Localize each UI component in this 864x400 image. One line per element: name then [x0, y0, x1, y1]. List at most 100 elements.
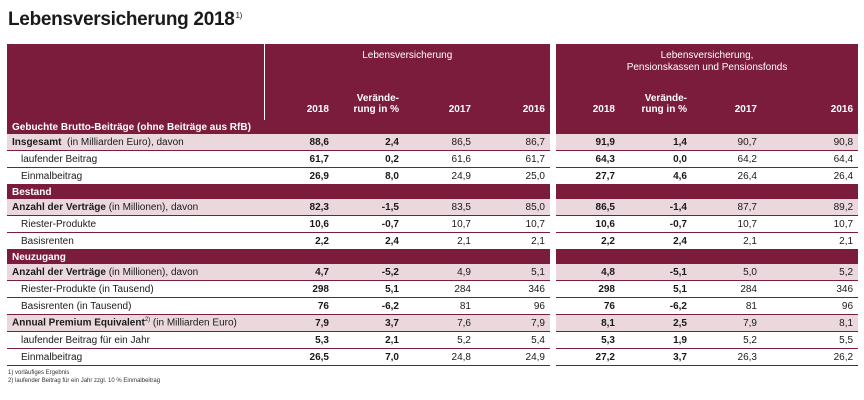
col-header-2018: 2018 — [264, 90, 334, 120]
cell-value: 5,3 — [556, 331, 620, 349]
cell-value: 4,9 — [404, 264, 476, 281]
cell-value: 2,1 — [334, 331, 404, 349]
table-row: laufender Beitrag für ein Jahr 5,3 2,1 5,2 5… — [7, 331, 859, 349]
cell-value: 61,6 — [404, 150, 476, 168]
cell-value: 61,7 — [264, 150, 334, 168]
cell-value: 64,2 — [692, 150, 762, 168]
table-row: Riester-Produkte (in Tausend) 298 5,1 284 34… — [7, 280, 859, 298]
col-header-2017: 2017 — [404, 90, 476, 120]
cell-value: 5,1 — [334, 280, 404, 298]
cell-value: 76 — [556, 297, 620, 315]
cell-value: 8,1 — [556, 314, 620, 332]
table-row: Einmalbeitrag 26,5 7,0 24,8 24,9 27,2 3,7 26,3 2… — [7, 348, 859, 366]
table-row: Anzahl der Verträge (in Millionen), davo… — [7, 264, 859, 281]
cell-value: 86,7 — [476, 134, 550, 151]
cell-value: -5,1 — [620, 264, 692, 281]
cell-value: 2,1 — [404, 232, 476, 250]
col-header-change: Verände-rung in % — [334, 90, 404, 120]
cell-value: 5,5 — [762, 331, 859, 349]
cell-value: 89,2 — [762, 199, 859, 216]
cell-value: 7,9 — [264, 314, 334, 332]
row-label: laufender Beitrag — [7, 150, 264, 168]
cell-value: 7,9 — [692, 314, 762, 332]
table-row: Basisrenten (in Tausend) 76 -6,2 81 96 76 -6,2… — [7, 297, 859, 315]
cell-value: 24,9 — [476, 348, 550, 366]
cell-value: 5,4 — [476, 331, 550, 349]
cell-value: 10,7 — [762, 215, 859, 233]
cell-value: 88,6 — [264, 134, 334, 151]
col-header-change: Verände-rung in % — [620, 90, 692, 120]
cell-value: 90,7 — [692, 134, 762, 151]
cell-value: -5,2 — [334, 264, 404, 281]
cell-value: 5,2 — [692, 331, 762, 349]
row-label: Einmalbeitrag — [7, 348, 264, 366]
cell-value: 2,1 — [692, 232, 762, 250]
row-label: Insgesamt (in Milliarden Euro), davon — [7, 134, 264, 151]
cell-value: 87,7 — [692, 199, 762, 216]
cell-value: 10,7 — [476, 215, 550, 233]
cell-value: 26,9 — [264, 167, 334, 185]
cell-value: 10,7 — [404, 215, 476, 233]
cell-value: 3,7 — [620, 348, 692, 366]
table-row: Riester-Produkte 10,6 -0,7 10,7 10,7 10,6 -0,7… — [7, 215, 859, 233]
cell-value: 2,5 — [620, 314, 692, 332]
header-column-row: 2018 Verände-rung in % 2017 2016 2018 Ve… — [7, 90, 859, 120]
cell-value: 3,7 — [334, 314, 404, 332]
cell-value: 4,7 — [264, 264, 334, 281]
cell-value: 2,4 — [620, 232, 692, 250]
cell-value: 85,0 — [476, 199, 550, 216]
col-header-2018: 2018 — [556, 90, 620, 120]
cell-value: 7,6 — [404, 314, 476, 332]
cell-value: 25,0 — [476, 167, 550, 185]
row-label: Basisrenten — [7, 232, 264, 250]
row-label: Basisrenten (in Tausend) — [7, 297, 264, 315]
cell-value: 346 — [476, 280, 550, 298]
cell-value: -0,7 — [620, 215, 692, 233]
header-group-row: Lebensversicherung Lebensversicherung, Pe… — [7, 44, 859, 90]
cell-value: 26,3 — [692, 348, 762, 366]
row-label: Annual Premium Equivalent2) (in Milliard… — [7, 314, 264, 332]
page-title: Lebensversicherung 20181) — [8, 9, 243, 30]
cell-value: 284 — [692, 280, 762, 298]
cell-value: 90,8 — [762, 134, 859, 151]
section-neuzugang: Neuzugang — [7, 249, 859, 264]
cell-value: 2,4 — [334, 232, 404, 250]
cell-value: 26,5 — [264, 348, 334, 366]
cell-value: 5,0 — [692, 264, 762, 281]
cell-value: 82,3 — [264, 199, 334, 216]
cell-value: -6,2 — [334, 297, 404, 315]
footnotes: 1) vorläufiges Ergebnis 2) laufender Bei… — [8, 369, 160, 385]
footnote: 1) vorläufiges Ergebnis — [8, 370, 70, 376]
cell-value: 2,4 — [334, 134, 404, 151]
cell-value: -0,7 — [334, 215, 404, 233]
table-row: laufender Beitrag 61,7 0,2 61,6 61,7 64,3 0,0 6… — [7, 150, 859, 168]
cell-value: 284 — [404, 280, 476, 298]
row-label: laufender Beitrag für ein Jahr — [7, 331, 264, 349]
cell-value: 7,9 — [476, 314, 550, 332]
cell-value: 2,2 — [556, 232, 620, 250]
cell-value: 64,4 — [762, 150, 859, 168]
group-header-right: Lebensversicherung, Pensionskassen und Pe… — [556, 44, 859, 90]
cell-value: 83,5 — [404, 199, 476, 216]
cell-value: 4,6 — [620, 167, 692, 185]
cell-value: 81 — [692, 297, 762, 315]
col-header-2016: 2016 — [476, 90, 550, 120]
footnote: 2) laufender Beitrag für ein Jahr zzgl. … — [8, 378, 161, 384]
title-footnote-marker: 1) — [235, 10, 243, 20]
cell-value: 27,7 — [556, 167, 620, 185]
cell-value: 86,5 — [404, 134, 476, 151]
cell-value: 2,1 — [476, 232, 550, 250]
cell-value: 10,6 — [556, 215, 620, 233]
cell-value: 2,1 — [762, 232, 859, 250]
cell-value: -1,5 — [334, 199, 404, 216]
cell-value: 24,9 — [404, 167, 476, 185]
cell-value: 298 — [264, 280, 334, 298]
cell-value: 298 — [556, 280, 620, 298]
cell-value: 4,8 — [556, 264, 620, 281]
cell-value: 1,4 — [620, 134, 692, 151]
cell-value: 10,6 — [264, 215, 334, 233]
cell-value: 5,2 — [404, 331, 476, 349]
group-header-left: Lebensversicherung — [264, 44, 550, 90]
cell-value: 86,5 — [556, 199, 620, 216]
cell-value: 24,8 — [404, 348, 476, 366]
